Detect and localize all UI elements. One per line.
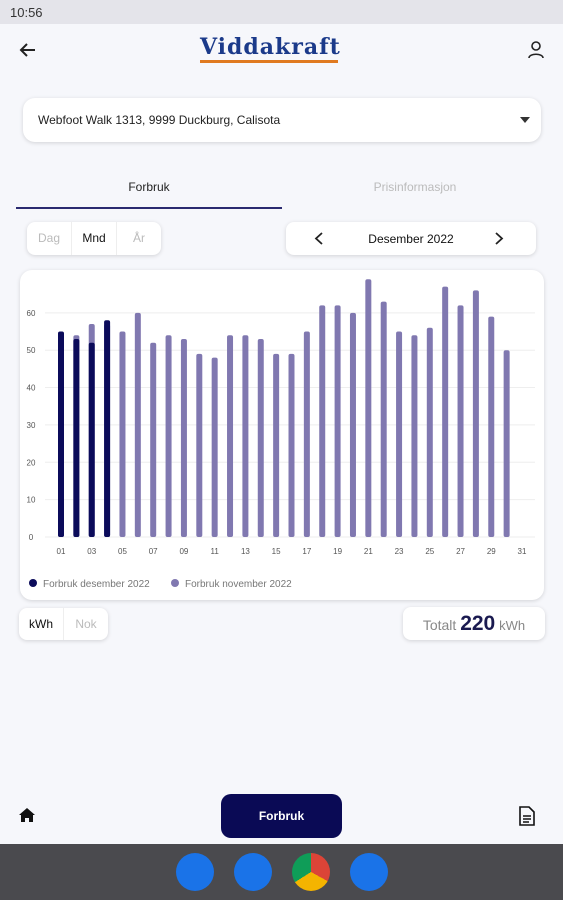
y-tick-label: 30 xyxy=(27,421,36,430)
x-tick-label: 25 xyxy=(425,547,434,556)
x-tick-label: 03 xyxy=(87,547,96,556)
total-value: 220 xyxy=(460,612,496,635)
bar xyxy=(503,350,510,537)
y-tick-label: 40 xyxy=(27,384,36,393)
x-tick-label: 05 xyxy=(118,547,127,556)
bar xyxy=(365,279,372,537)
period-button[interactable]: År xyxy=(133,231,145,245)
status-bar: 10:56 xyxy=(0,0,563,24)
month-picker: Desember 2022 xyxy=(286,222,536,255)
x-tick-label: 21 xyxy=(364,547,373,556)
bar xyxy=(211,357,218,537)
bar xyxy=(119,331,126,537)
bar xyxy=(380,301,387,537)
y-tick-label: 0 xyxy=(29,533,34,542)
x-tick-label: 31 xyxy=(518,547,527,556)
total-unit: kWh xyxy=(499,618,526,633)
bar xyxy=(58,331,64,537)
unit-toggle: kWh Nok xyxy=(19,608,108,640)
bar xyxy=(457,305,464,537)
x-tick-label: 11 xyxy=(211,547,220,556)
unit-button[interactable]: kWh xyxy=(19,608,64,640)
x-tick-label: 27 xyxy=(456,547,465,556)
bar xyxy=(150,342,157,537)
y-tick-label: 20 xyxy=(27,458,36,467)
bar xyxy=(227,335,234,537)
period-button[interactable]: Mnd xyxy=(71,222,117,255)
x-tick-label: 07 xyxy=(149,547,158,556)
total-label: Totalt xyxy=(422,617,457,633)
bar xyxy=(488,316,495,537)
dropdown-arrow xyxy=(520,117,530,123)
y-tick-label: 10 xyxy=(27,496,36,505)
unit-button[interactable]: Nok xyxy=(75,617,97,631)
bar xyxy=(303,331,310,537)
tab[interactable]: Forbruk xyxy=(128,180,170,194)
x-tick-label: 19 xyxy=(333,547,342,556)
chrome-app[interactable] xyxy=(292,853,330,891)
bar xyxy=(472,290,479,537)
bar xyxy=(165,335,172,537)
logo: Viddakraft xyxy=(200,34,340,63)
y-tick-label: 50 xyxy=(27,346,36,355)
x-tick-label: 15 xyxy=(272,547,281,556)
bar xyxy=(73,338,80,537)
bar xyxy=(334,305,341,537)
messages-app[interactable] xyxy=(234,853,272,891)
bar xyxy=(180,338,187,537)
bar xyxy=(88,342,95,537)
document-icon[interactable] xyxy=(519,806,535,826)
bar xyxy=(349,312,356,537)
tab-indicator xyxy=(16,207,282,209)
x-tick-label: 29 xyxy=(487,547,496,556)
home-icon[interactable] xyxy=(18,807,36,823)
address: Webfoot Walk 1313, 9999 Duckburg, Caliso… xyxy=(38,113,281,127)
total-box: Totalt 220 kWh xyxy=(403,607,545,640)
bottom-button[interactable]: Forbruk xyxy=(221,794,342,838)
x-tick-label: 13 xyxy=(241,547,250,556)
phone-app[interactable] xyxy=(176,853,214,891)
bar xyxy=(242,335,249,537)
bar xyxy=(273,353,280,537)
x-tick-label: 17 xyxy=(302,547,311,556)
y-tick-label: 60 xyxy=(27,309,36,318)
period-button[interactable]: Dag xyxy=(37,231,60,245)
bar xyxy=(257,338,264,537)
address-select[interactable]: Webfoot Walk 1313, 9999 Duckburg, Caliso… xyxy=(23,98,541,142)
chart: 0 10 20 30 40 50 60 01 03 05 07 09 11 13 15 17 19 21 23 25 2… xyxy=(27,279,535,590)
nav-bar xyxy=(0,844,563,900)
bar xyxy=(442,286,449,537)
bar xyxy=(134,312,141,537)
x-tick-label: 01 xyxy=(57,547,66,556)
month: Desember 2022 xyxy=(368,232,454,246)
period-toggle: Dag Mnd År xyxy=(27,222,161,255)
bar xyxy=(104,320,111,537)
bar xyxy=(319,305,326,537)
legend-marker xyxy=(171,579,179,587)
bar xyxy=(396,331,403,537)
bar xyxy=(411,335,418,537)
legend-label: Forbruk november 2022 xyxy=(185,579,292,590)
legend-label: Forbruk desember 2022 xyxy=(43,579,150,590)
time: 10:56 xyxy=(10,5,43,20)
back-icon[interactable] xyxy=(18,40,38,60)
tab[interactable]: Prisinformasjon xyxy=(373,180,457,194)
x-tick-label: 23 xyxy=(395,547,404,556)
legend-marker xyxy=(29,579,37,587)
camera-app[interactable] xyxy=(350,853,388,891)
prev-icon[interactable] xyxy=(314,232,324,245)
profile-icon[interactable] xyxy=(526,40,546,60)
x-tick-label: 09 xyxy=(179,547,188,556)
bar xyxy=(426,327,433,537)
bar xyxy=(288,353,295,537)
next-icon[interactable] xyxy=(494,232,504,245)
bar xyxy=(196,353,203,537)
